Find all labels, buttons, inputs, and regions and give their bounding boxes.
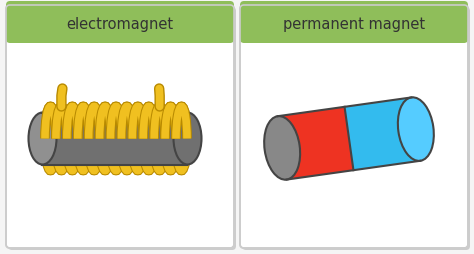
Polygon shape (345, 98, 420, 170)
FancyBboxPatch shape (6, 2, 234, 44)
Ellipse shape (28, 113, 56, 165)
FancyBboxPatch shape (8, 8, 236, 250)
Polygon shape (278, 107, 354, 180)
Text: permanent magnet: permanent magnet (283, 18, 425, 32)
Text: electromagnet: electromagnet (66, 18, 173, 32)
Bar (11, 10, 229, 40)
Bar (43, 113, 188, 165)
Ellipse shape (398, 98, 434, 161)
Ellipse shape (173, 113, 201, 165)
FancyBboxPatch shape (6, 6, 234, 248)
Bar (245, 10, 463, 40)
FancyBboxPatch shape (240, 2, 468, 44)
FancyBboxPatch shape (242, 8, 470, 250)
FancyBboxPatch shape (240, 6, 468, 248)
Ellipse shape (264, 117, 300, 180)
